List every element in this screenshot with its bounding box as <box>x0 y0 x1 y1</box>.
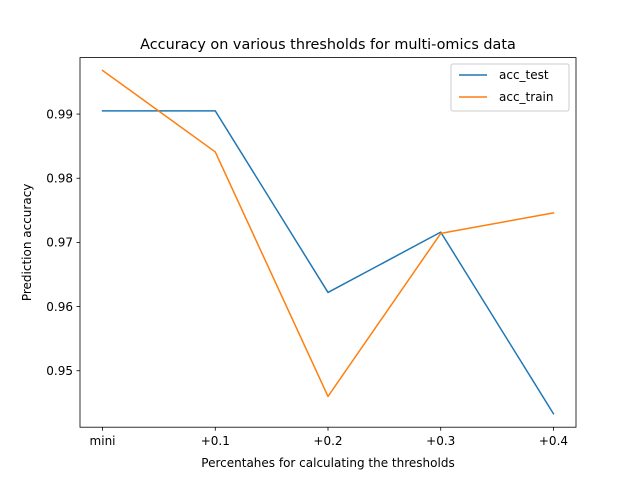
y-tick-label: 0.97 <box>46 236 73 250</box>
legend-label-acc-train: acc_train <box>499 90 553 104</box>
y-tick-label: 0.98 <box>46 172 73 186</box>
y-tick-label: 0.96 <box>46 300 73 314</box>
y-axis-label: Prediction accuracy <box>20 184 34 302</box>
x-tick-label: +0.1 <box>201 434 230 448</box>
x-tick-label: mini <box>90 434 116 448</box>
chart-title: Accuracy on various thresholds for multi… <box>140 37 516 53</box>
x-tick-label: +0.2 <box>313 434 342 448</box>
y-tick-label: 0.95 <box>46 364 73 378</box>
y-axis: 0.95 0.96 0.97 0.98 0.99 <box>46 107 80 378</box>
legend-label-acc-test: acc_test <box>499 68 549 82</box>
series-layer <box>101 69 555 415</box>
x-tick-label: +0.3 <box>426 434 455 448</box>
plot-area <box>80 57 576 428</box>
x-axis-label: Percentahes for calculating the threshol… <box>201 456 454 470</box>
legend: acc_test acc_train <box>450 63 570 112</box>
x-axis: mini +0.1 +0.2 +0.3 +0.4 <box>90 427 568 448</box>
y-tick-label: 0.99 <box>46 107 73 121</box>
x-tick-label: +0.4 <box>539 434 568 448</box>
